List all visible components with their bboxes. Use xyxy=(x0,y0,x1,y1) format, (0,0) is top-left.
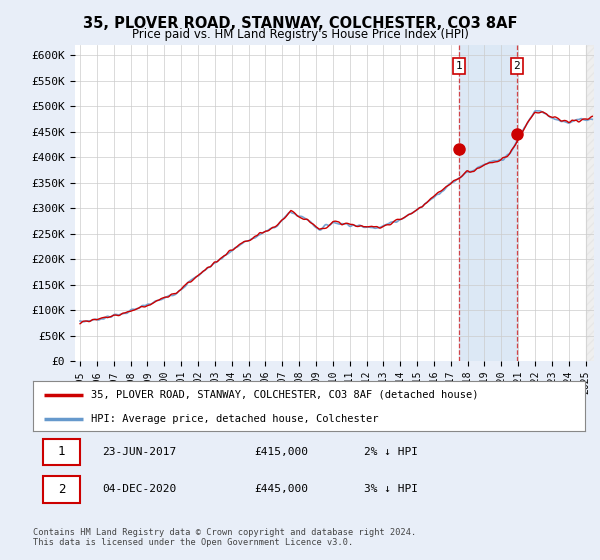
Text: 3% ↓ HPI: 3% ↓ HPI xyxy=(364,484,418,494)
Text: 35, PLOVER ROAD, STANWAY, COLCHESTER, CO3 8AF (detached house): 35, PLOVER ROAD, STANWAY, COLCHESTER, CO… xyxy=(91,390,478,400)
Text: 2: 2 xyxy=(58,483,65,496)
Text: 23-JUN-2017: 23-JUN-2017 xyxy=(102,447,176,457)
Text: 2% ↓ HPI: 2% ↓ HPI xyxy=(364,447,418,457)
Text: 1: 1 xyxy=(58,445,65,459)
Text: 04-DEC-2020: 04-DEC-2020 xyxy=(102,484,176,494)
Text: Price paid vs. HM Land Registry's House Price Index (HPI): Price paid vs. HM Land Registry's House … xyxy=(131,28,469,41)
Text: HPI: Average price, detached house, Colchester: HPI: Average price, detached house, Colc… xyxy=(91,414,379,423)
FancyBboxPatch shape xyxy=(43,438,80,465)
Text: 1: 1 xyxy=(455,61,462,71)
Text: £415,000: £415,000 xyxy=(254,447,308,457)
FancyBboxPatch shape xyxy=(43,476,80,503)
Text: 35, PLOVER ROAD, STANWAY, COLCHESTER, CO3 8AF: 35, PLOVER ROAD, STANWAY, COLCHESTER, CO… xyxy=(83,16,517,31)
Text: Contains HM Land Registry data © Crown copyright and database right 2024.
This d: Contains HM Land Registry data © Crown c… xyxy=(33,528,416,547)
Bar xyxy=(459,45,517,361)
Bar xyxy=(586,45,600,361)
Text: 2: 2 xyxy=(514,61,520,71)
Text: £445,000: £445,000 xyxy=(254,484,308,494)
